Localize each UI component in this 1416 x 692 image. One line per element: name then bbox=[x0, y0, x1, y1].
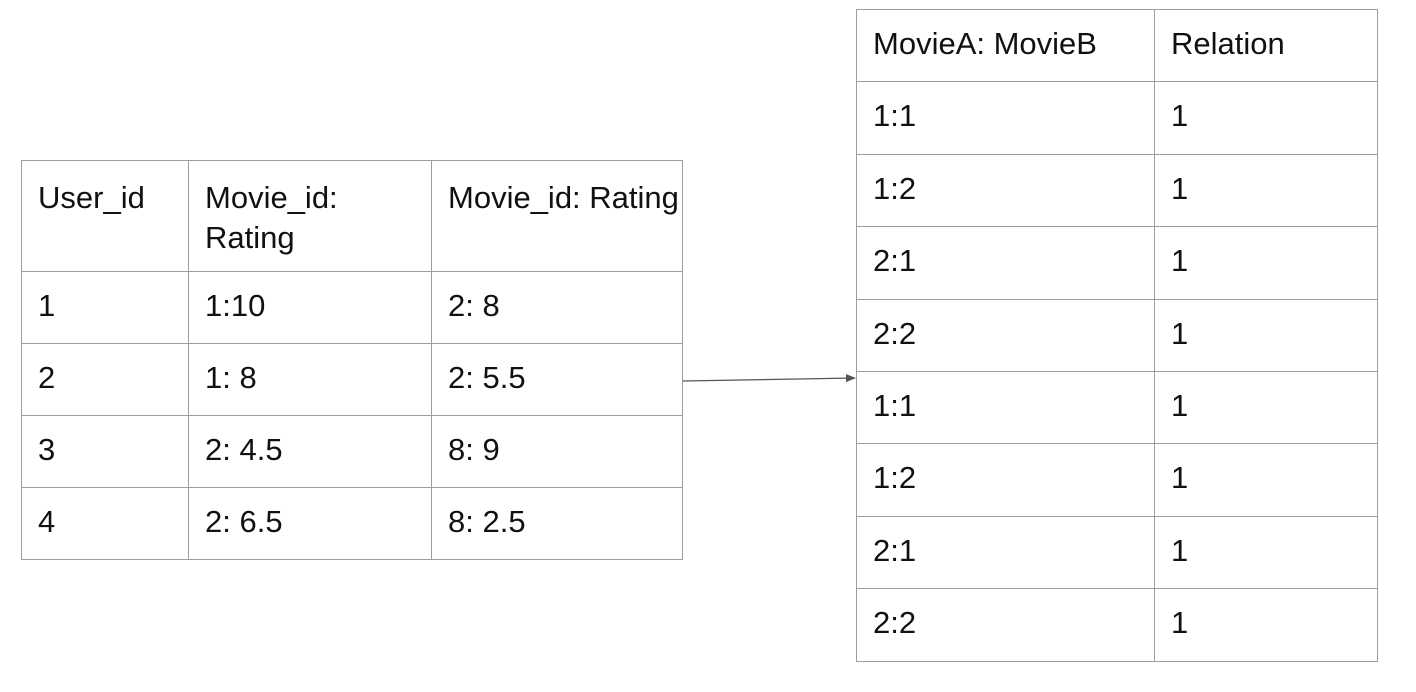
table-row: 2:1 1 bbox=[856, 515, 1378, 590]
table-cell: 2:1 bbox=[856, 515, 1155, 590]
table-row: 1:2 1 bbox=[856, 153, 1378, 228]
table-cell: 1 bbox=[1154, 153, 1378, 228]
table-cell: 1: 8 bbox=[188, 343, 432, 416]
user-ratings-table: User_id Movie_id: Rating Movie_id: Ratin… bbox=[21, 160, 683, 560]
table-row: 1:1 1 bbox=[856, 370, 1378, 445]
header-cell-movie-pair: MovieA: MovieB bbox=[856, 8, 1155, 83]
table-cell: 4 bbox=[21, 487, 189, 560]
header-cell-user-id: User_id bbox=[21, 160, 189, 272]
table-cell: 1 bbox=[1154, 226, 1378, 300]
table-cell: 2: 5.5 bbox=[431, 343, 683, 416]
header-cell-relation: Relation bbox=[1154, 8, 1378, 83]
header-cell-movie-rating-2: Movie_id: Rating bbox=[431, 160, 683, 272]
table-row: 1:1 1 bbox=[856, 81, 1378, 155]
table-row: 3 2: 4.5 8: 9 bbox=[21, 415, 683, 488]
header-cell-movie-rating-1: Movie_id: Rating bbox=[188, 160, 432, 272]
table-cell: 1 bbox=[1154, 298, 1378, 372]
table-cell: 2:1 bbox=[856, 226, 1155, 300]
table-cell: 1 bbox=[1154, 443, 1378, 517]
table-cell: 2: 8 bbox=[431, 271, 683, 344]
table-row: 1:2 1 bbox=[856, 443, 1378, 517]
table-cell: 2:2 bbox=[856, 588, 1155, 662]
table-row: 2:2 1 bbox=[856, 298, 1378, 372]
table-cell: 8: 9 bbox=[431, 415, 683, 488]
table-cell: 2 bbox=[21, 343, 189, 416]
table-cell: 1:1 bbox=[856, 81, 1155, 155]
table-cell: 1 bbox=[1154, 81, 1378, 155]
table-cell: 1:2 bbox=[856, 153, 1155, 228]
table-cell: 1:1 bbox=[856, 370, 1155, 445]
table-row: 2:2 1 bbox=[856, 588, 1378, 662]
table-header-row: User_id Movie_id: Rating Movie_id: Ratin… bbox=[21, 160, 683, 272]
table-cell: 3 bbox=[21, 415, 189, 488]
table-cell: 1:10 bbox=[188, 271, 432, 344]
table-cell: 2:2 bbox=[856, 298, 1155, 372]
table-row: 1 1:10 2: 8 bbox=[21, 271, 683, 344]
table-header-row: MovieA: MovieB Relation bbox=[856, 8, 1378, 83]
table-row: 2:1 1 bbox=[856, 226, 1378, 300]
table-row: 2 1: 8 2: 5.5 bbox=[21, 343, 683, 416]
table-cell: 1 bbox=[1154, 370, 1378, 445]
arrow-line bbox=[682, 374, 856, 383]
table-cell: 2: 6.5 bbox=[188, 487, 432, 560]
table-cell: 1 bbox=[1154, 515, 1378, 590]
movie-relations-table: MovieA: MovieB Relation 1:1 1 1:2 1 2:1 … bbox=[856, 8, 1378, 662]
table-cell: 8: 2.5 bbox=[431, 487, 683, 560]
table-cell: 2: 4.5 bbox=[188, 415, 432, 488]
table-cell: 1 bbox=[21, 271, 189, 344]
table-row: 4 2: 6.5 8: 2.5 bbox=[21, 487, 683, 560]
table-cell: 1:2 bbox=[856, 443, 1155, 517]
table-cell: 1 bbox=[1154, 588, 1378, 662]
